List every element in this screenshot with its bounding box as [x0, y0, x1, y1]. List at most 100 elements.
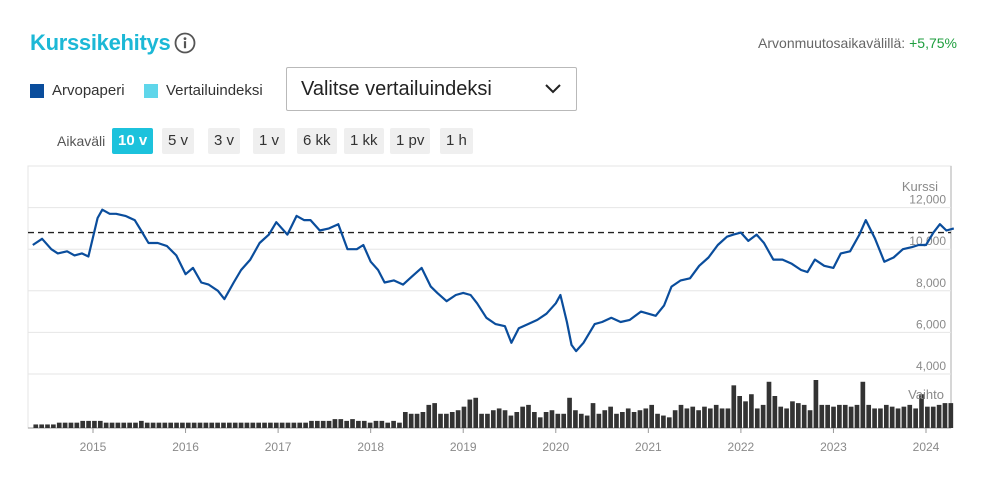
- volume-bar: [549, 410, 555, 428]
- period-button-6kk[interactable]: 6 kk: [297, 128, 337, 154]
- volume-bar: [719, 408, 725, 428]
- volume-bar: [344, 420, 349, 428]
- period-button-1pv[interactable]: 1 pv: [390, 128, 431, 154]
- volume-bar: [68, 422, 74, 428]
- volume-bar: [467, 399, 473, 428]
- volume-bar: [807, 410, 813, 428]
- volume-bar: [702, 406, 707, 428]
- volume-bar: [784, 408, 789, 428]
- volume-bar: [473, 397, 479, 428]
- volume-bar: [801, 404, 807, 428]
- volume-bar: [860, 381, 866, 428]
- volume-bar: [837, 404, 842, 428]
- volume-bar: [901, 406, 907, 428]
- volume-bar: [45, 424, 50, 428]
- volume-bar: [766, 381, 772, 428]
- volume-bar: [397, 422, 402, 428]
- volume-bar: [150, 422, 156, 428]
- volume-bar: [244, 422, 250, 428]
- volume-bar: [127, 422, 132, 428]
- volume-bar: [502, 410, 508, 428]
- volume-bar: [256, 422, 262, 428]
- volume-bar: [790, 401, 795, 428]
- volume-bar: [80, 420, 86, 428]
- y-axis-label: Kurssi: [902, 179, 938, 194]
- y-tick-label: 6,000: [916, 317, 946, 331]
- volume-bar: [883, 404, 889, 428]
- period-button-5v[interactable]: 5 v: [162, 128, 195, 154]
- volume-bar: [485, 413, 490, 428]
- volume-bar: [825, 404, 830, 428]
- period-button-3v[interactable]: 3 v: [208, 128, 241, 154]
- volume-bar: [620, 412, 625, 428]
- volume-bar: [356, 420, 361, 428]
- volume-bar: [708, 408, 713, 428]
- volume-bar: [180, 422, 185, 428]
- volume-bar: [326, 420, 332, 428]
- volume-bar: [373, 420, 379, 428]
- volume-bar: [526, 404, 531, 428]
- volume-bar: [831, 406, 836, 428]
- volume-bar: [907, 404, 913, 428]
- x-tick-label: 2017: [265, 440, 292, 454]
- volume-bar: [537, 417, 543, 428]
- volume-bar: [227, 422, 232, 428]
- volume-bar: [684, 408, 690, 428]
- volume-bar: [948, 403, 954, 428]
- volume-bar: [338, 419, 344, 428]
- volume-bar: [420, 412, 426, 428]
- volume-bar: [197, 422, 203, 428]
- period-button-1h[interactable]: 1 h: [440, 128, 473, 154]
- period-button-1kk[interactable]: 1 kk: [344, 128, 384, 154]
- period-button-10v[interactable]: 10 v: [112, 128, 154, 154]
- volume-bar: [913, 408, 918, 428]
- volume-bar: [743, 401, 748, 428]
- volume-bar: [678, 404, 684, 428]
- volume-bar: [608, 406, 613, 428]
- volume-bar: [250, 422, 256, 428]
- volume-bar: [614, 413, 619, 428]
- volume-bar: [350, 419, 355, 428]
- volume-bar: [238, 422, 244, 428]
- volume-bar: [133, 422, 138, 428]
- x-tick-label: 2023: [820, 440, 847, 454]
- legend-index-swatch: [144, 83, 158, 98]
- index-select-value: Valitse vertailuindeksi: [301, 78, 492, 100]
- volume-bar: [878, 408, 883, 428]
- volume-bar: [92, 420, 97, 428]
- volume-bar: [567, 397, 572, 428]
- index-select[interactable]: Valitse vertailuindeksi: [286, 67, 577, 111]
- volume-bar: [895, 408, 901, 428]
- volume-bar: [97, 420, 103, 428]
- volume-bar: [432, 403, 437, 428]
- volume-bar: [872, 408, 877, 428]
- volume-bar: [842, 404, 848, 428]
- volume-bar: [690, 406, 696, 428]
- volume-bar: [737, 396, 742, 428]
- volume-bar: [426, 404, 432, 428]
- volume-bar: [925, 406, 930, 428]
- info-icon[interactable]: [174, 32, 196, 54]
- volume-bar: [942, 403, 948, 428]
- y-tick-label: 8,000: [916, 276, 946, 290]
- volume-bar: [361, 420, 367, 428]
- volume-bar: [854, 404, 860, 428]
- x-tick-label: 2015: [80, 440, 107, 454]
- volume-bar: [555, 413, 561, 428]
- volume-bar: [625, 408, 631, 428]
- volume-bar: [367, 422, 373, 428]
- legend-security[interactable]: Arvopaperi: [30, 82, 125, 99]
- page-title: Kurssikehitys: [30, 30, 171, 55]
- volume-bar: [203, 422, 209, 428]
- volume-bar: [666, 417, 672, 428]
- period-button-1v[interactable]: 1 v: [253, 128, 286, 154]
- volume-bar: [139, 420, 144, 428]
- x-tick-label: 2021: [635, 440, 662, 454]
- volume-bar: [168, 422, 174, 428]
- legend-index[interactable]: Vertailuindeksi: [144, 82, 263, 99]
- volume-bar: [285, 422, 291, 428]
- volume-bar: [279, 422, 285, 428]
- volume-bar: [209, 422, 215, 428]
- volume-bar: [514, 412, 520, 428]
